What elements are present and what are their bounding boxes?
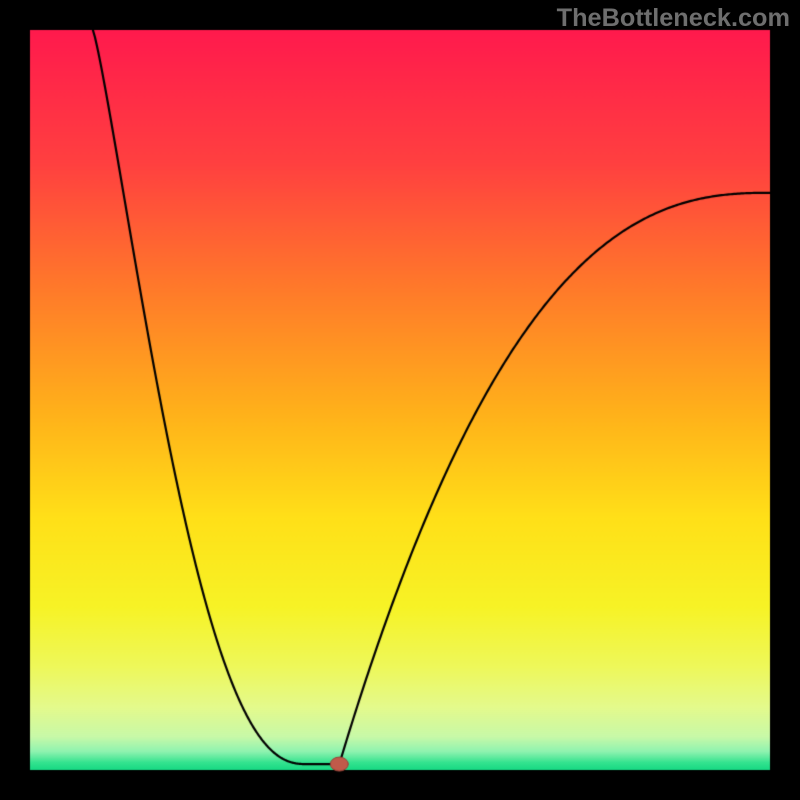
chart-stage: TheBottleneck.com xyxy=(0,0,800,800)
bottleneck-chart-canvas xyxy=(0,0,800,800)
watermark-label: TheBottleneck.com xyxy=(557,4,790,33)
